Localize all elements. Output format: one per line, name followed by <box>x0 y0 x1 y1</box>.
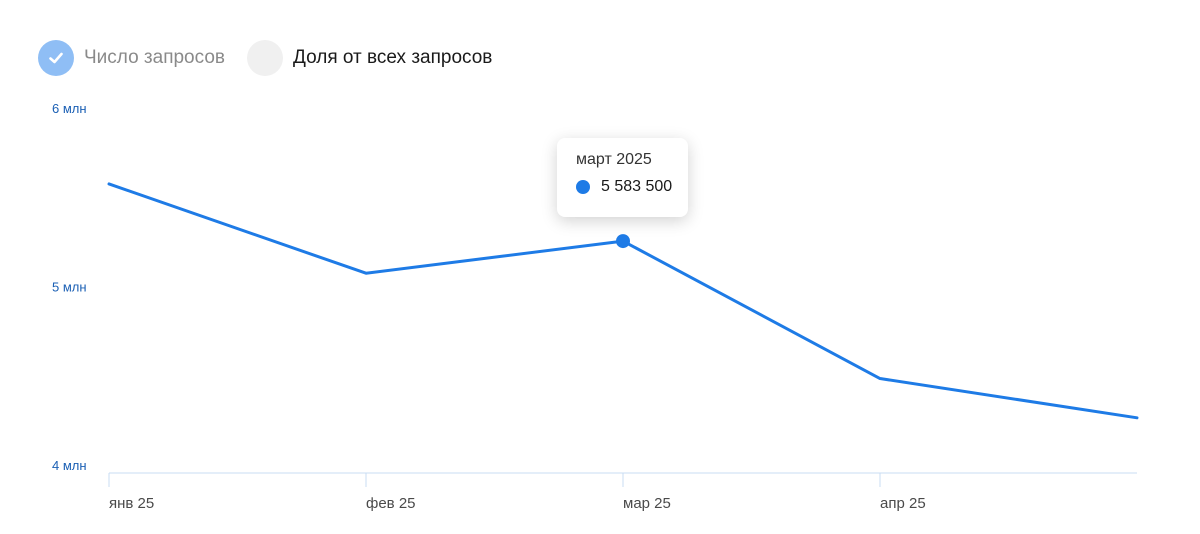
legend-label-request-count: Число запросов <box>84 47 225 68</box>
x-tick-label: янв 25 <box>109 495 154 512</box>
highlight-point <box>616 234 630 249</box>
tooltip: март 2025 5 583 500 <box>557 138 688 217</box>
check-icon <box>49 52 63 64</box>
tooltip-row: 5 583 500 <box>576 178 688 196</box>
tooltip-series-dot <box>576 180 590 194</box>
y-tick-label: 6 млн <box>52 101 87 116</box>
legend-item-request-count[interactable]: Число запросов <box>38 40 225 76</box>
x-tick-label: апр 25 <box>880 495 926 512</box>
legend-label-share-of-all: Доля от всех запросов <box>293 47 493 68</box>
y-tick-label: 4 млн <box>52 458 87 473</box>
x-tick-label: мар 25 <box>623 495 671 512</box>
x-axis: янв 25 фев 25 мар 25 апр 25 <box>108 472 1137 512</box>
series-line <box>107 182 1139 420</box>
tooltip-value: 5 583 500 <box>601 178 673 195</box>
legend-item-share-of-all[interactable]: Доля от всех запросов <box>247 40 492 76</box>
y-axis: 6 млн 5 млн 4 млн <box>52 101 87 473</box>
y-tick-label: 5 млн <box>52 280 87 295</box>
series-request-count <box>107 182 1139 420</box>
legend: Число запросов Доля от всех запросов <box>38 40 514 76</box>
legend-checkbox-checked[interactable] <box>38 40 74 76</box>
x-tick-label: фев 25 <box>366 495 416 512</box>
legend-checkbox-unchecked[interactable] <box>247 40 283 76</box>
tooltip-title: март 2025 <box>576 151 652 168</box>
